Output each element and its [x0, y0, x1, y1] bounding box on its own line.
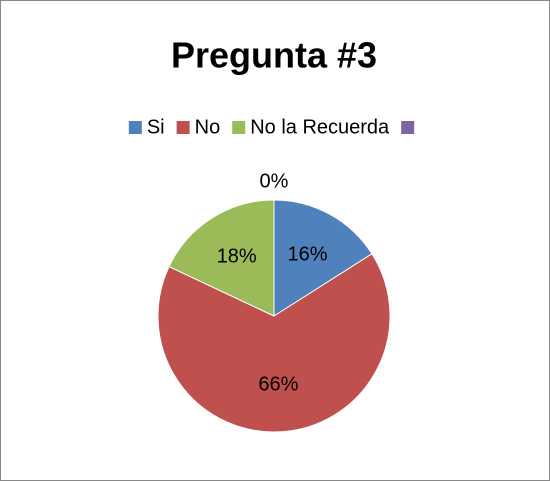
data-label: 66% — [258, 374, 298, 396]
data-label: 0% — [260, 170, 289, 192]
pie-slice — [157, 253, 391, 433]
data-label: 18% — [217, 246, 257, 268]
legend: Si No No la Recuerda — [128, 116, 415, 138]
pie-slice — [273, 199, 373, 317]
legend-label: No — [195, 116, 221, 138]
data-label: 16% — [288, 243, 328, 265]
legend-label: No la Recuerda — [250, 116, 390, 138]
legend-swatch — [176, 121, 190, 134]
legend-swatch — [232, 121, 246, 134]
pie-slice — [168, 199, 275, 317]
chart-title: Pregunta #3 — [171, 35, 377, 76]
legend-swatch — [128, 121, 142, 134]
legend-swatch — [401, 121, 415, 134]
legend-label: Si — [147, 116, 165, 138]
